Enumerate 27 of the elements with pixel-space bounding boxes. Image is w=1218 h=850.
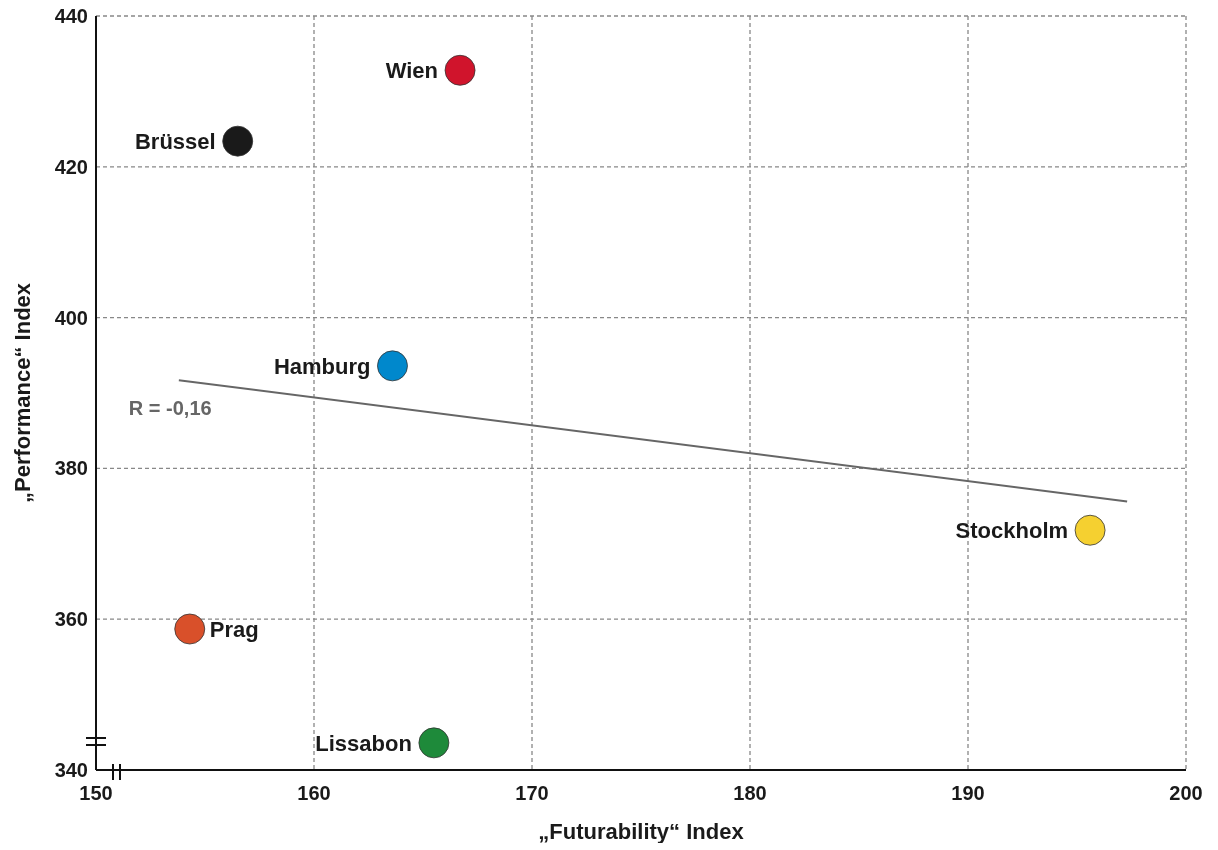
series-label: Prag [209, 616, 259, 642]
y-tick-label: 340 [54, 759, 88, 781]
series-label: Stockholm [955, 517, 1069, 543]
annotation: R = -0,16 [128, 397, 212, 420]
series-label: Wien [385, 57, 439, 83]
series-label: Lissabon [315, 730, 412, 756]
x-tick-label: 150 [79, 782, 113, 804]
point [1074, 514, 1106, 546]
series-label: Brüssel [134, 128, 216, 154]
x-tick-label: 180 [733, 782, 767, 804]
x-tick-label: 190 [951, 782, 985, 804]
y-tick-label: 380 [54, 457, 88, 480]
x-tick-label: 160 [297, 782, 331, 804]
y-tick-label: 360 [54, 608, 88, 631]
y-tick-label: 420 [54, 155, 88, 178]
point [222, 125, 254, 157]
point [174, 613, 206, 645]
y-axis-title: „Performance“ Index [10, 282, 35, 504]
point [444, 54, 476, 86]
series-label: Hamburg [273, 353, 371, 379]
point [377, 350, 408, 382]
point [418, 727, 450, 759]
y-tick-label: 400 [54, 306, 88, 329]
x-tick-label: 200 [1169, 782, 1203, 804]
y-tick-label: 440 [54, 5, 88, 27]
x-tick-label: 170 [515, 782, 549, 804]
x-axis-title: „Futurability“ Index [538, 819, 745, 844]
